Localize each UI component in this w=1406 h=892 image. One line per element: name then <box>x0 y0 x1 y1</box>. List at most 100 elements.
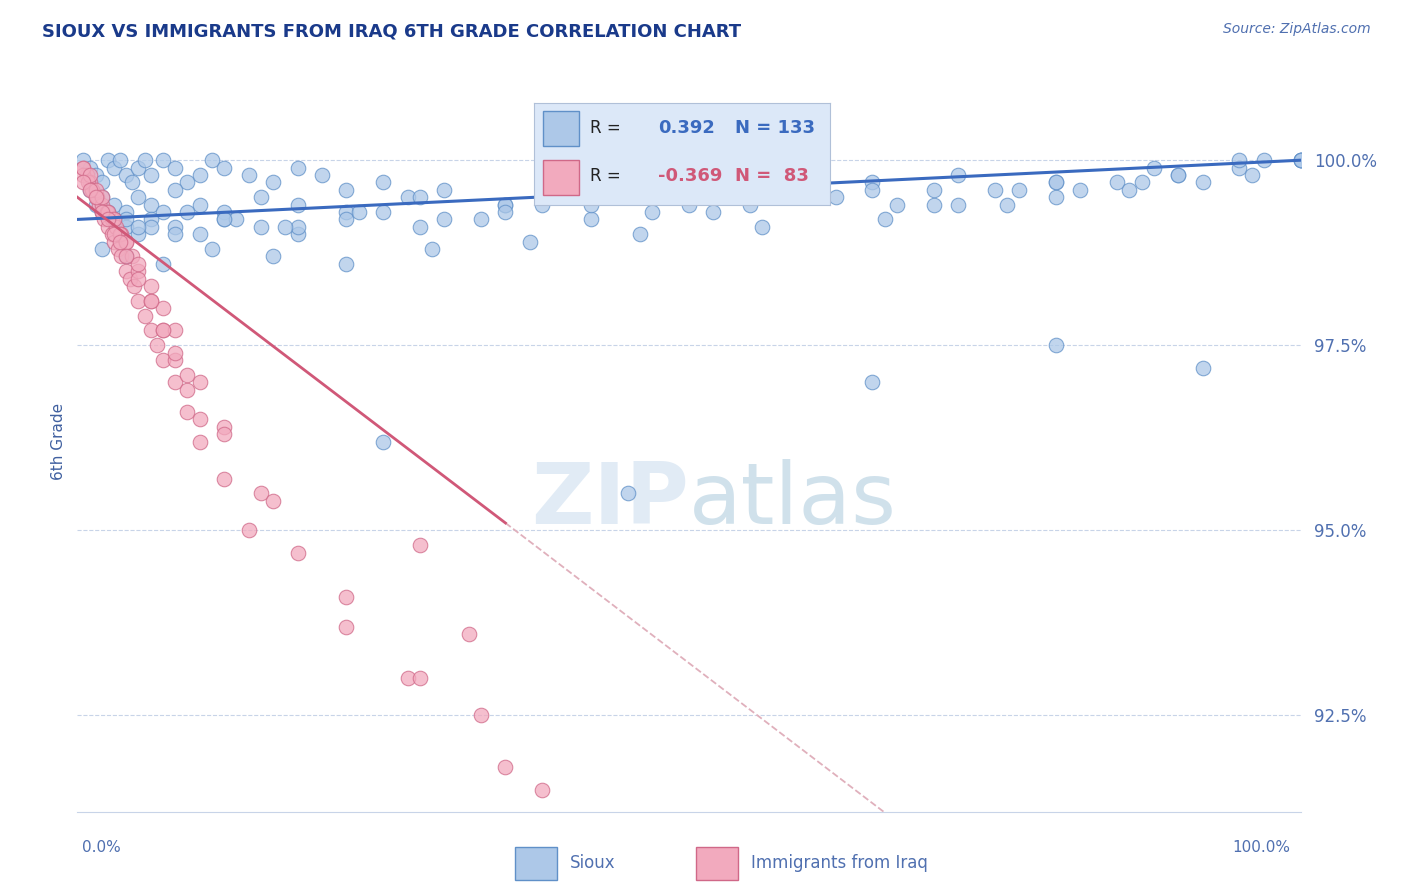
Point <box>238 168 260 182</box>
FancyBboxPatch shape <box>515 847 557 880</box>
Point <box>89 197 111 211</box>
Text: Immigrants from Iraq: Immigrants from Iraq <box>751 854 928 872</box>
Point <box>409 538 432 552</box>
Point <box>152 205 174 219</box>
Point <box>262 176 284 190</box>
Point <box>176 205 198 219</box>
Point <box>80 183 103 197</box>
Point <box>100 227 122 242</box>
Point <box>97 219 120 234</box>
Point <box>371 176 394 190</box>
Point <box>250 190 273 204</box>
Point <box>127 271 149 285</box>
Point <box>495 197 517 211</box>
Point <box>103 212 125 227</box>
Point <box>886 197 908 211</box>
Point <box>188 168 211 182</box>
Point <box>335 205 357 219</box>
Point <box>90 205 112 219</box>
Point <box>995 197 1018 211</box>
Point <box>103 161 125 175</box>
Point <box>702 205 724 219</box>
Point <box>250 486 273 500</box>
Point <box>212 212 235 227</box>
Point <box>862 376 884 390</box>
Point <box>152 257 174 271</box>
Point <box>72 153 94 168</box>
Point <box>97 153 120 168</box>
Point <box>152 324 174 338</box>
Point <box>176 383 198 397</box>
Point <box>79 168 101 182</box>
Point <box>72 176 94 190</box>
Point <box>287 197 309 211</box>
Point <box>678 183 700 197</box>
Point <box>108 235 131 249</box>
Point <box>201 153 224 168</box>
Point <box>103 197 125 211</box>
Point <box>77 176 100 190</box>
Point <box>1045 176 1067 190</box>
Point <box>188 227 211 242</box>
Point <box>79 176 101 190</box>
Point <box>287 219 309 234</box>
Point <box>1229 153 1251 168</box>
FancyBboxPatch shape <box>696 847 738 880</box>
Point <box>165 376 187 390</box>
Point <box>1045 176 1067 190</box>
Point <box>776 176 799 190</box>
Point <box>152 301 174 316</box>
Point <box>79 161 101 175</box>
Point <box>371 205 394 219</box>
Point <box>146 338 169 352</box>
Point <box>212 419 235 434</box>
Point <box>188 376 211 390</box>
Point <box>579 183 602 197</box>
Point <box>1143 161 1166 175</box>
Point <box>107 242 129 256</box>
Point <box>100 212 122 227</box>
Point <box>110 227 132 242</box>
Point <box>84 197 107 211</box>
Point <box>922 183 945 197</box>
FancyBboxPatch shape <box>543 111 579 145</box>
Point <box>335 257 357 271</box>
Point <box>740 197 762 211</box>
Point <box>287 161 309 175</box>
Point <box>457 627 479 641</box>
Point <box>531 197 554 211</box>
Point <box>176 368 198 382</box>
Point <box>139 324 162 338</box>
Point <box>1253 153 1275 168</box>
Point <box>108 153 131 168</box>
Point <box>90 176 112 190</box>
Point <box>420 242 443 256</box>
Point <box>262 250 284 264</box>
Text: R =: R = <box>591 168 621 186</box>
Point <box>212 427 235 442</box>
Point <box>862 183 884 197</box>
Point <box>922 197 945 211</box>
Point <box>433 183 456 197</box>
Point <box>335 620 357 634</box>
Point <box>470 212 492 227</box>
Y-axis label: 6th Grade: 6th Grade <box>51 403 66 480</box>
Point <box>115 235 138 249</box>
Point <box>495 197 517 211</box>
Point <box>110 250 132 264</box>
Point <box>1069 183 1091 197</box>
Point <box>188 197 211 211</box>
Point <box>396 190 419 204</box>
Point <box>579 212 602 227</box>
Point <box>97 212 120 227</box>
Point <box>347 205 370 219</box>
Text: 0.392: 0.392 <box>658 120 716 137</box>
Point <box>1167 168 1189 182</box>
Point <box>72 161 94 175</box>
Point <box>105 219 128 234</box>
Point <box>93 212 115 227</box>
Point <box>433 212 456 227</box>
Point <box>409 672 432 686</box>
Point <box>165 219 187 234</box>
Point <box>531 782 554 797</box>
